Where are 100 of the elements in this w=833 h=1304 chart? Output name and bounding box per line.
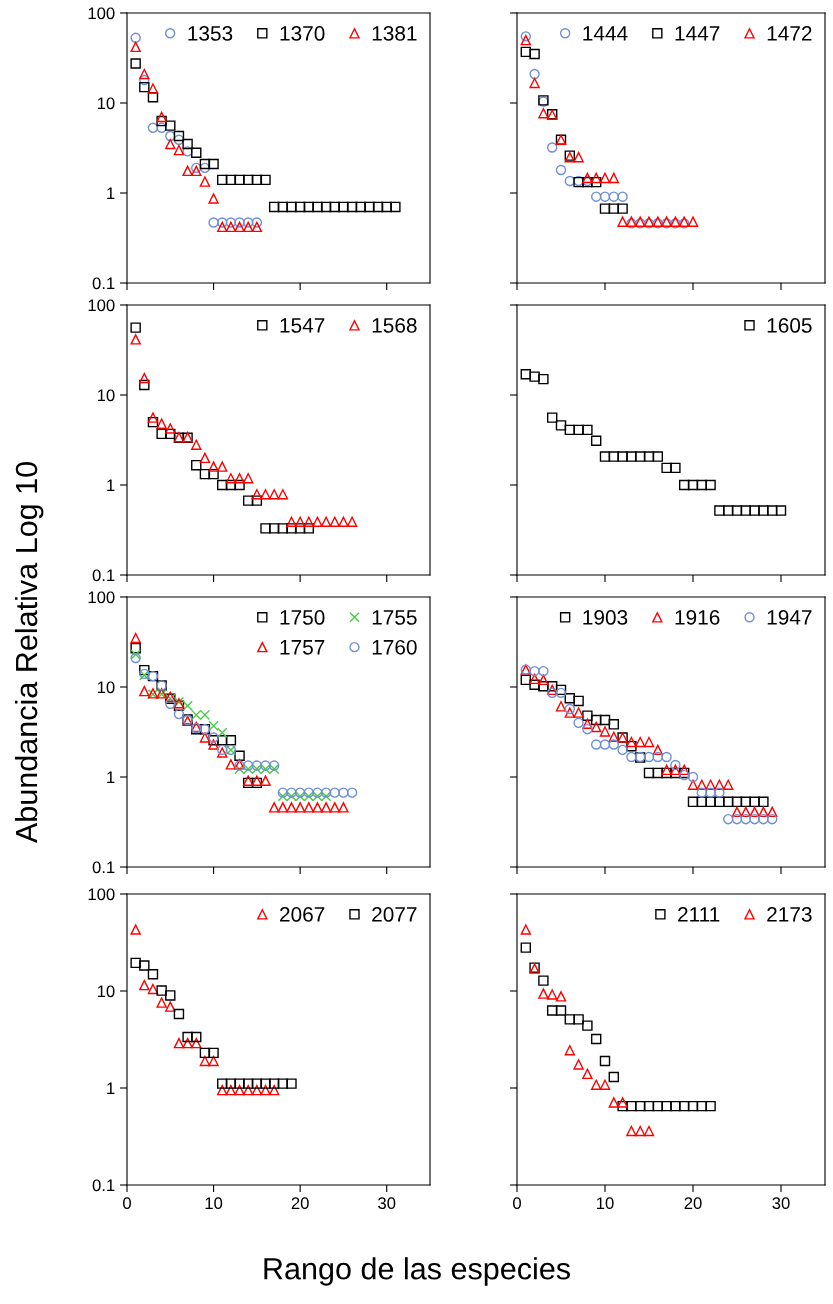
point: [643, 751, 655, 763]
point: [608, 1097, 620, 1108]
legend-label: 1755: [372, 610, 417, 625]
point: [338, 787, 349, 798]
point: [731, 813, 743, 825]
point: [661, 751, 672, 763]
point: [130, 957, 141, 969]
point: [599, 172, 611, 184]
point: [277, 201, 289, 213]
point: [156, 111, 167, 123]
point: [260, 1084, 271, 1096]
point: [182, 138, 193, 150]
point: [242, 760, 254, 771]
point: [626, 1125, 637, 1137]
point: [251, 221, 263, 233]
point: [546, 142, 558, 153]
point: [242, 472, 254, 484]
point: [165, 423, 176, 434]
point: [225, 735, 237, 746]
point: [608, 1071, 620, 1083]
point: [312, 787, 323, 798]
point: [147, 968, 159, 980]
point: [564, 1045, 576, 1056]
point: [749, 813, 760, 825]
point: [147, 122, 159, 134]
legend-label: 1353: [188, 26, 233, 41]
point: [130, 58, 141, 69]
point: [740, 813, 752, 825]
point: [286, 1078, 297, 1089]
point: [608, 191, 620, 202]
legend-label: 1916: [675, 610, 720, 625]
point: [740, 505, 752, 516]
point: [234, 1084, 245, 1096]
point: [590, 1033, 602, 1045]
point: [268, 201, 280, 213]
point: [294, 523, 306, 534]
point: [678, 479, 690, 491]
y-tick-label: 1: [107, 771, 115, 784]
point: [758, 806, 769, 818]
point: [165, 698, 176, 710]
x-tick-label: 0: [123, 1197, 131, 1210]
point: [234, 217, 245, 228]
point: [251, 1078, 263, 1089]
point: [626, 736, 637, 748]
point: [208, 461, 219, 472]
point: [156, 418, 167, 429]
point: [199, 732, 211, 743]
y-axis-title: Abundancia Relativa Log 10: [14, 462, 44, 844]
point: [590, 1079, 602, 1090]
point: [599, 1079, 611, 1090]
legend-label: 1757: [280, 640, 325, 655]
point: [634, 736, 646, 748]
point: [582, 723, 593, 735]
point: [199, 468, 211, 480]
point: [225, 759, 237, 770]
point: [538, 108, 549, 119]
point: [722, 813, 734, 825]
point: [251, 489, 263, 500]
legend-label: 1760: [372, 639, 417, 655]
point: [582, 718, 593, 730]
point: [599, 203, 611, 214]
point: [268, 523, 280, 534]
point: [294, 201, 306, 213]
point: [546, 989, 558, 1000]
point: [251, 1084, 263, 1096]
point: [538, 674, 549, 686]
y-tick-label: 0.1: [92, 569, 115, 582]
point: [173, 1037, 185, 1049]
point: [573, 1014, 584, 1025]
point: [199, 162, 211, 174]
point: [234, 479, 245, 491]
legend-label: 1750: [280, 610, 325, 625]
point: [670, 759, 681, 771]
point: [749, 806, 760, 818]
point: [260, 775, 271, 786]
point: [599, 451, 611, 462]
point: [590, 172, 602, 184]
point: [626, 740, 637, 752]
point: [643, 1100, 655, 1112]
point: [555, 420, 567, 431]
point: [687, 771, 699, 783]
point: [156, 115, 167, 127]
point: [599, 1055, 611, 1067]
point: [546, 1005, 558, 1016]
point: [652, 751, 664, 763]
point: [130, 41, 141, 53]
point: [286, 516, 297, 528]
point: [599, 191, 611, 202]
y-tick-label: 1: [107, 187, 115, 200]
point: [705, 787, 716, 798]
point: [260, 760, 271, 771]
point: [573, 695, 584, 707]
point: [217, 174, 228, 186]
point: [182, 700, 193, 711]
point: [538, 373, 549, 385]
point: [303, 787, 315, 798]
point: [225, 174, 237, 186]
point: [130, 924, 141, 935]
legend-label: 1444: [583, 26, 628, 41]
point: [217, 1084, 228, 1096]
